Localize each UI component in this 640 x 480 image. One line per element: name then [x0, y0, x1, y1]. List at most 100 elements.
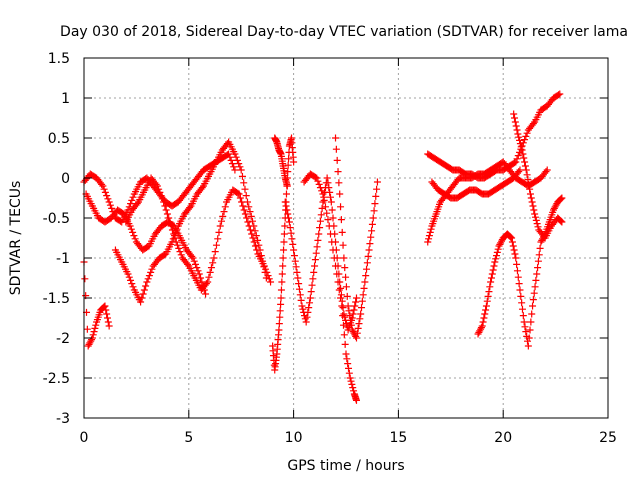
data-point — [295, 285, 303, 293]
x-tick-labels: 0 5 10 15 20 25 — [80, 430, 617, 446]
data-point — [497, 239, 505, 247]
data-point — [249, 217, 257, 225]
data-point — [477, 325, 485, 333]
data-point — [332, 145, 340, 153]
data-point — [557, 217, 565, 225]
data-point — [319, 198, 327, 206]
chart-title: Day 030 of 2018, Sidereal Day-to-day VTE… — [60, 24, 628, 40]
data-point — [474, 330, 482, 338]
data-point — [175, 244, 183, 252]
data-point — [349, 384, 357, 392]
data-point — [103, 310, 111, 318]
data-point — [424, 238, 432, 246]
data-point — [307, 288, 315, 296]
data-point — [358, 297, 366, 305]
data-point — [231, 166, 239, 174]
data-point — [484, 292, 492, 300]
data-point — [512, 158, 520, 166]
data-point — [350, 306, 358, 314]
data-point — [198, 278, 206, 286]
data-point — [304, 308, 312, 316]
data-point — [318, 187, 326, 195]
data-point — [144, 275, 152, 283]
data-point — [485, 288, 493, 296]
data-point — [343, 292, 351, 300]
data-point — [319, 190, 327, 198]
data-point — [329, 246, 337, 254]
data-point — [478, 322, 486, 330]
data-point — [155, 185, 163, 193]
y-axis-label: SDTVAR / TECUs — [8, 181, 24, 296]
data-point — [524, 176, 532, 184]
data-point — [339, 304, 347, 312]
data-point — [533, 220, 541, 228]
data-point — [344, 360, 352, 368]
data-point — [216, 222, 224, 230]
data-point — [173, 225, 181, 233]
data-point — [521, 158, 529, 166]
data-point — [368, 227, 376, 235]
data-point — [207, 264, 215, 272]
data-point — [312, 249, 320, 257]
data-point — [550, 204, 558, 212]
data-point — [241, 185, 249, 193]
data-point — [522, 166, 530, 174]
data-point — [510, 246, 518, 254]
data-point — [205, 273, 213, 281]
data-point — [352, 294, 360, 302]
data-point — [425, 235, 433, 243]
data-point — [529, 202, 537, 210]
data-point — [337, 294, 345, 302]
data-point — [370, 207, 378, 215]
data-point — [352, 298, 360, 306]
data-point — [148, 265, 156, 273]
data-point — [246, 208, 254, 216]
data-point — [512, 254, 520, 262]
y-tick-label: 1 — [61, 91, 70, 107]
series-arc-m — [428, 166, 524, 202]
data-point — [251, 227, 259, 235]
data-point — [156, 188, 164, 196]
data-point — [306, 294, 314, 302]
data-point — [528, 198, 536, 206]
data-point — [427, 225, 435, 233]
data-point — [551, 203, 559, 211]
data-point — [508, 234, 516, 242]
data-point — [226, 153, 234, 161]
data-point — [316, 184, 324, 192]
data-point — [85, 340, 93, 348]
data-point — [287, 229, 295, 237]
data-point — [338, 228, 346, 236]
data-point — [324, 216, 332, 224]
data-point — [251, 242, 259, 250]
data-point — [530, 206, 538, 214]
data-point — [333, 156, 341, 164]
data-point — [253, 246, 261, 254]
data-point — [346, 374, 354, 382]
data-point — [514, 152, 522, 160]
data-point — [209, 259, 217, 267]
data-point — [313, 243, 321, 251]
data-point — [525, 180, 533, 188]
data-point — [217, 217, 225, 225]
data-point — [550, 206, 558, 214]
data-point — [210, 254, 218, 262]
data-point — [289, 240, 297, 248]
data-point — [558, 194, 566, 202]
data-point — [163, 210, 171, 218]
data-point — [352, 332, 360, 340]
data-point — [264, 272, 272, 280]
data-point — [292, 263, 300, 271]
data-point — [219, 212, 227, 220]
data-point — [99, 182, 107, 190]
data-point — [335, 286, 343, 294]
data-point — [260, 262, 268, 270]
data-point — [513, 126, 521, 134]
data-point — [283, 182, 291, 190]
data-point — [176, 248, 184, 256]
data-point — [167, 222, 175, 230]
data-point — [353, 329, 361, 337]
x-tick-label: 15 — [389, 430, 407, 446]
data-point — [198, 184, 206, 192]
data-point — [531, 283, 539, 291]
